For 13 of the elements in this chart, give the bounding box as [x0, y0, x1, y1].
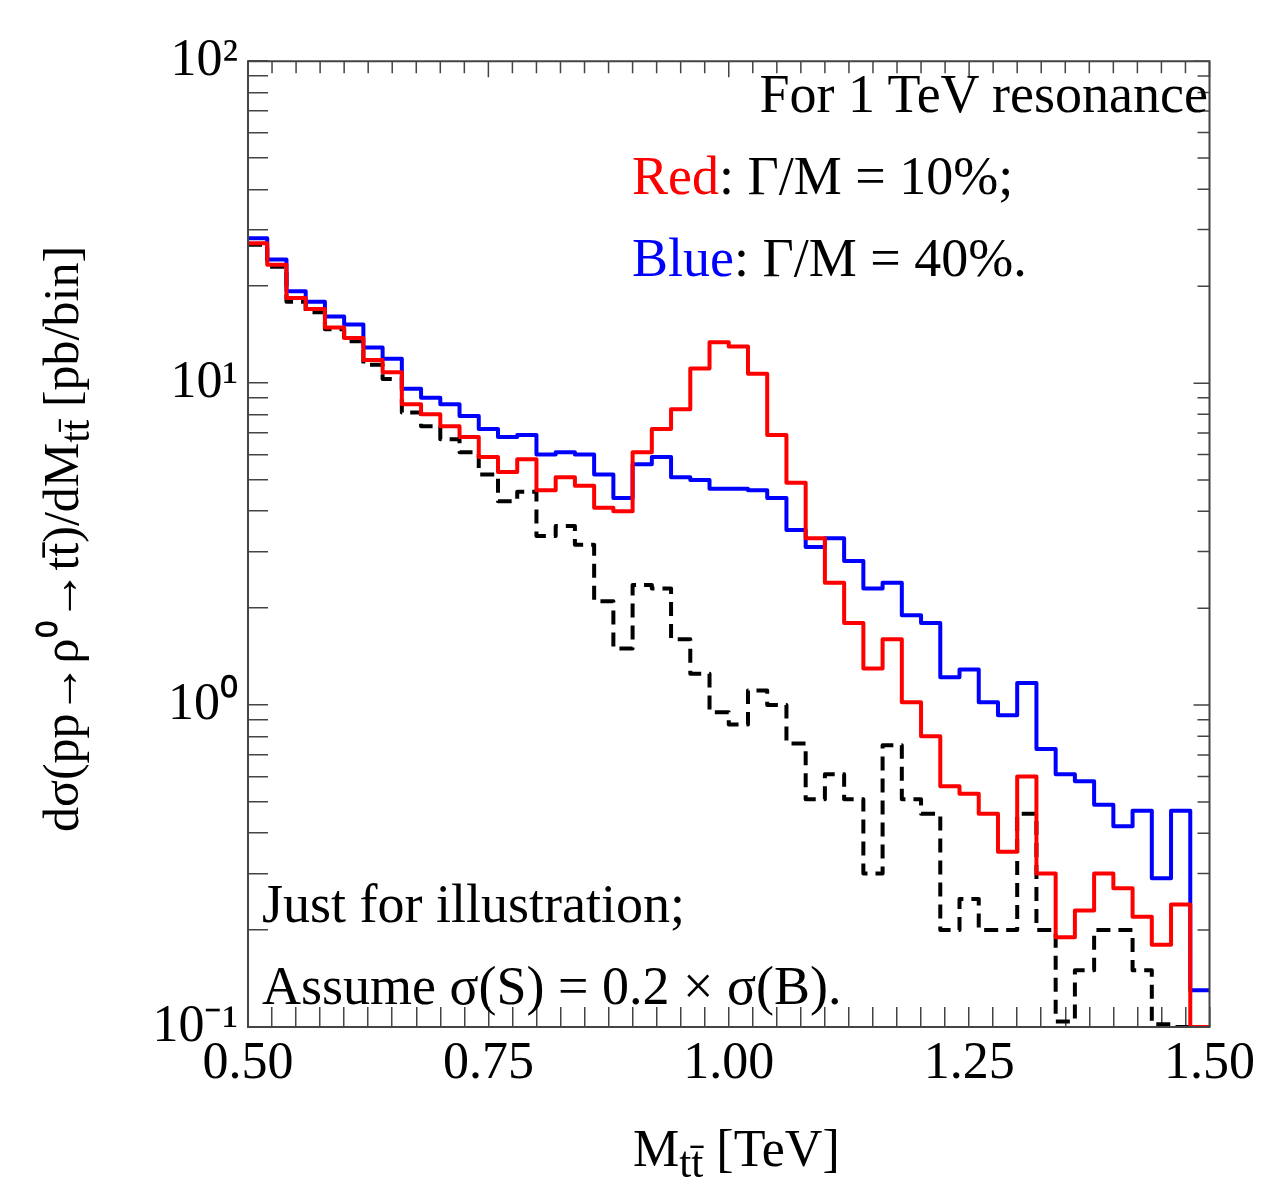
- annotation: Blue: Γ/M = 40%.: [632, 227, 1027, 290]
- y-tick-label: 10²: [170, 28, 238, 86]
- y-tick-label: 10¹: [170, 350, 238, 408]
- annotation: Assume σ(S) = 0.2 × σ(B).: [262, 955, 842, 1018]
- annotation: For 1 TeV resonance: [759, 63, 1208, 126]
- x-tick-label: 1.00: [683, 1031, 775, 1089]
- annotation: Red: Γ/M = 10%;: [632, 145, 1014, 208]
- y-tick-label: 10⁰: [168, 672, 238, 730]
- annotation: Just for illustration;: [262, 873, 685, 936]
- x-tick-label: 1.50: [1164, 1031, 1255, 1089]
- x-tick-label: 0.75: [442, 1031, 534, 1089]
- x-tick-label: 1.25: [923, 1031, 1015, 1089]
- x-axis-title: M$_{tt̄}$ [TeV]: [633, 1119, 840, 1188]
